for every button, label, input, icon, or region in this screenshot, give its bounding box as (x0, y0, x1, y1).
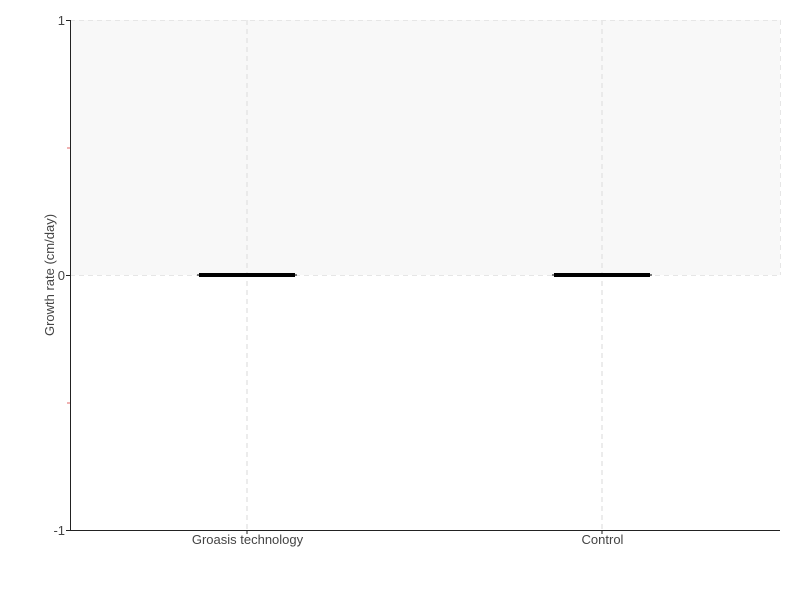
y-tick-label: -1 (53, 523, 65, 538)
x-tick-label: Control (582, 532, 624, 547)
x-tick-label: Groasis technology (192, 532, 304, 547)
y-tick-label: 0 (58, 268, 65, 283)
y-tick-label: 1 (58, 13, 65, 28)
shaded-band (70, 20, 780, 275)
y-axis-label: Growth rate (cm/day) (42, 214, 57, 336)
